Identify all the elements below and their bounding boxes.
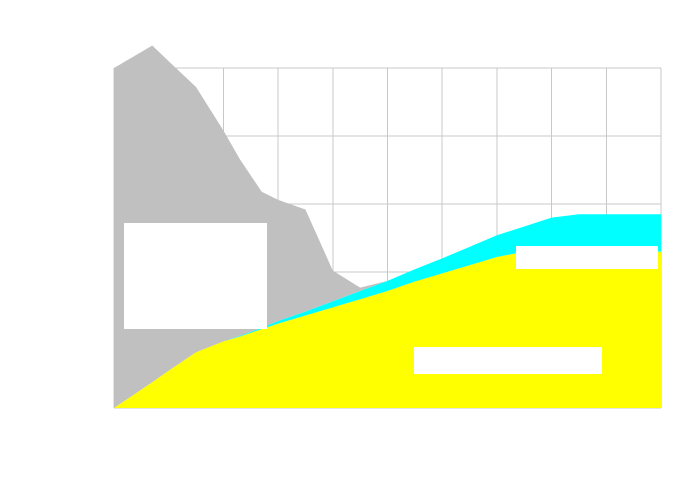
area-series-1: [114, 214, 661, 408]
label-boxes: [124, 223, 658, 374]
label-box-left: [124, 223, 267, 329]
label-box-right: [516, 246, 658, 269]
label-box-bottom: [414, 347, 602, 374]
